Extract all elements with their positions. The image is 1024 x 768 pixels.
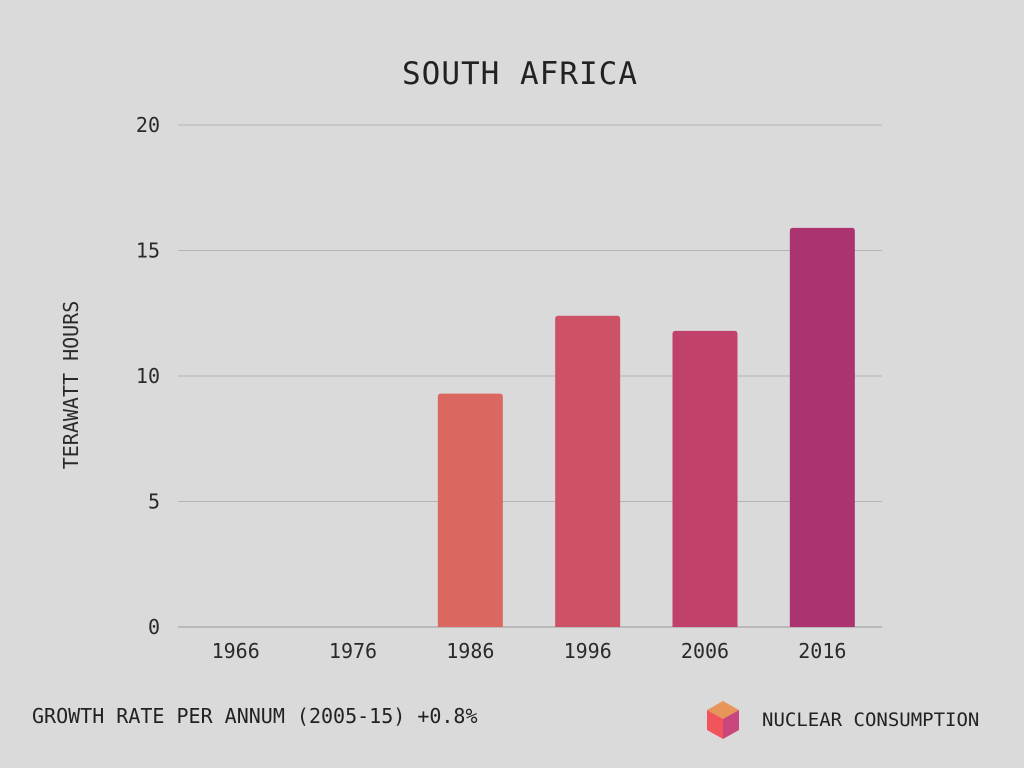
bar-2006: [672, 330, 738, 627]
cube-icon: [707, 701, 739, 739]
y-tick-label: 0: [148, 615, 160, 639]
growth-rate-text: GROWTH RATE PER ANNUM (2005-15) +0.8%: [32, 704, 478, 728]
bar-2016: [789, 227, 855, 627]
x-tick-label: 1966: [212, 639, 260, 663]
bars: [437, 227, 855, 627]
y-tick-label: 15: [136, 239, 160, 263]
legend-label: NUCLEAR CONSUMPTION: [762, 709, 980, 731]
x-tick-label: 1996: [564, 639, 612, 663]
y-tick-labels: 0 5 10 15 20: [136, 113, 160, 639]
x-tick-label: 2016: [798, 639, 846, 663]
y-tick-label: 20: [136, 113, 160, 137]
y-tick-label: 5: [148, 490, 160, 514]
legend: NUCLEAR CONSUMPTION: [706, 700, 979, 740]
x-tick-labels: 1966 1976 1986 1996 2006 2016: [212, 639, 847, 663]
gridlines: [178, 124, 882, 628]
bar-1996: [555, 315, 621, 627]
y-axis-label: TERAWATT HOURS: [59, 301, 83, 470]
x-tick-label: 1986: [446, 639, 494, 663]
y-tick-label: 10: [136, 364, 160, 388]
x-tick-label: 2006: [681, 639, 729, 663]
x-tick-label: 1976: [329, 639, 377, 663]
bar-1986: [437, 393, 503, 627]
chart-title: SOUTH AFRICA: [402, 56, 638, 92]
bar-chart: 0 5 10 15 20 1966 1976 1986 1996 2006 2016 TERAWA…: [59, 113, 882, 663]
